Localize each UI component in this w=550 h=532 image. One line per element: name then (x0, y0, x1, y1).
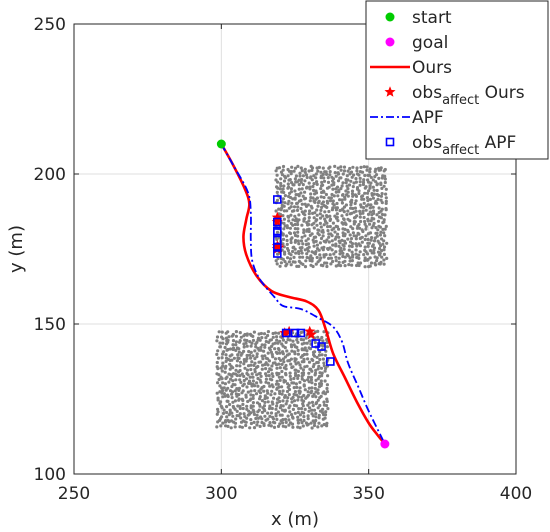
y-tick-label: 150 (34, 315, 66, 335)
trajectory-series (220, 143, 386, 445)
legend-label: APF (412, 108, 444, 128)
obs-affect-apf-marker (273, 243, 282, 252)
series-apf-line (220, 143, 385, 442)
goal-point (380, 439, 390, 449)
x-tick-label: 250 (58, 484, 90, 504)
x-tick-label: 350 (352, 484, 384, 504)
legend-label: goal (412, 33, 448, 53)
y-tick-label: 100 (34, 465, 66, 485)
obs-affect-apf-marker (281, 328, 291, 338)
obs-affect-ours-marker (305, 328, 317, 340)
obs-affect-apf-marker (273, 195, 282, 204)
axis-ticks: 250 300 350 400 100 150 200 250 (34, 15, 533, 504)
legend-marker (385, 12, 395, 22)
legend-item-2: Ours (370, 58, 452, 78)
y-tick-label: 250 (34, 15, 66, 35)
obs-affect-apf-marker (296, 328, 306, 338)
legend-item-0: start (385, 8, 452, 28)
y-tick-label: 200 (34, 165, 66, 185)
legend-item-4: APF (370, 108, 444, 128)
series-ours-line (220, 143, 386, 445)
plot-frame (73, 23, 517, 475)
obs-affect-markers (271, 195, 335, 366)
legend-marker (385, 137, 395, 147)
start-goal-points (216, 139, 390, 449)
obstacle-region-2 (215, 329, 330, 430)
legend-label: Ours (412, 58, 452, 78)
x-tick-label: 300 (205, 484, 237, 504)
obs-affect-apf-marker (317, 342, 326, 351)
obs-affect-apf-marker (326, 357, 335, 366)
obstacle-regions (215, 164, 389, 430)
legend-marker (385, 37, 395, 47)
y-axis-label: y (m) (6, 225, 27, 273)
obstacle-region-1 (274, 164, 389, 269)
legend-item-1: goal (385, 33, 448, 53)
legend-marker (384, 86, 396, 97)
x-tick-label: 400 (500, 484, 532, 504)
obs-affect-apf-marker (290, 328, 300, 338)
obs-affect-apf-marker (273, 217, 282, 227)
legend-label: start (412, 8, 452, 28)
x-axis-label: x (m) (271, 509, 319, 530)
obs-affect-apf-marker (273, 249, 282, 258)
legend-box (365, 0, 549, 160)
start-point (216, 139, 226, 149)
